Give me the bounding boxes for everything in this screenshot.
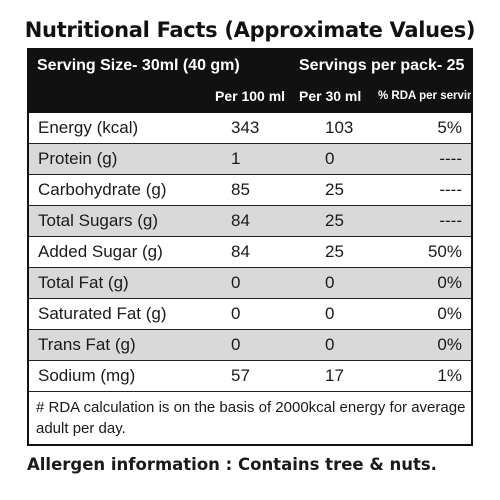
table-row: Protein (g) 1 0 ----	[29, 144, 471, 175]
value-per-100ml: 84	[231, 211, 250, 230]
value-per-100ml: 343	[231, 118, 260, 137]
footnote-text: # RDA calculation is on the basis of 200…	[36, 399, 466, 437]
nutrient-name: Saturated Fat (g)	[38, 304, 167, 323]
value-per-30ml: 17	[325, 366, 344, 385]
serving-size-label: Serving Size- 30ml (40 gm)	[37, 57, 240, 74]
value-per-30ml: 25	[325, 242, 344, 261]
value-per-100ml: 57	[231, 366, 250, 385]
nutrient-name: Carbohydrate (g)	[38, 180, 167, 199]
value-per-30ml: 0	[325, 304, 335, 323]
value-per-100ml: 0	[231, 304, 241, 323]
nutrient-name: Sodium (mg)	[38, 366, 136, 385]
value-per-100ml: 84	[231, 242, 250, 261]
value-per-100ml: 85	[231, 180, 250, 199]
table-row: Carbohydrate (g) 85 25 ----	[29, 175, 471, 206]
table-row: Saturated Fat (g) 0 0 0%	[29, 299, 471, 330]
nutrition-facts-table: Serving Size- 30ml (40 gm) Servings per …	[27, 48, 473, 446]
table-row: Sodium (mg) 57 17 1%	[29, 361, 471, 392]
value-rda: 1%	[437, 366, 462, 385]
value-per-100ml: 0	[231, 335, 241, 354]
nutrient-name: Added Sugar (g)	[38, 242, 163, 261]
column-header-rda: % RDA per serving	[378, 90, 473, 102]
value-rda: 50%	[427, 242, 462, 261]
column-header-per-100ml: Per 100 ml	[215, 88, 286, 104]
value-rda: 0%	[437, 304, 462, 323]
table-row: Total Fat (g) 0 0 0%	[29, 268, 471, 299]
table-row: Added Sugar (g) 84 25 50%	[29, 237, 471, 268]
rda-footnote: # RDA calculation is on the basis of 200…	[29, 394, 471, 444]
value-per-30ml: 25	[325, 211, 344, 230]
nutrient-rows: Energy (kcal) 343 103 5% Protein (g) 1 0 ---- Ca…	[29, 113, 471, 392]
value-rda: 0%	[437, 335, 462, 354]
table-row: Total Sugars (g) 84 25 ----	[29, 206, 471, 237]
value-per-100ml: 1	[231, 149, 241, 168]
table-row: Trans Fat (g) 0 0 0%	[29, 330, 471, 361]
nutrient-name: Protein (g)	[38, 149, 118, 168]
nutrient-name: Total Fat (g)	[38, 273, 129, 292]
value-per-30ml: 0	[325, 149, 335, 168]
nutrient-name: Energy (kcal)	[38, 118, 139, 137]
value-per-100ml: 0	[231, 273, 241, 292]
value-rda: ----	[439, 211, 462, 230]
value-rda: 0%	[437, 273, 462, 292]
value-per-30ml: 103	[325, 118, 354, 137]
value-per-30ml: 0	[325, 335, 335, 354]
nutrient-name: Trans Fat (g)	[38, 335, 136, 354]
value-rda: ----	[439, 149, 462, 168]
value-rda: ----	[439, 180, 462, 199]
column-header-per-30ml: Per 30 ml	[299, 88, 362, 104]
table-row: Energy (kcal) 343 103 5%	[29, 113, 471, 144]
value-per-30ml: 0	[325, 273, 335, 292]
allergen-information: Allergen information : Contains tree & n…	[27, 455, 437, 474]
nutrient-name: Total Sugars (g)	[38, 211, 158, 230]
label-title: Nutritional Facts (Approximate Values)	[24, 18, 476, 42]
table-header: Serving Size- 30ml (40 gm) Servings per …	[29, 50, 471, 113]
value-rda: 5%	[437, 118, 462, 137]
servings-per-pack-label: Servings per pack- 25	[299, 57, 465, 74]
value-per-30ml: 25	[325, 180, 344, 199]
